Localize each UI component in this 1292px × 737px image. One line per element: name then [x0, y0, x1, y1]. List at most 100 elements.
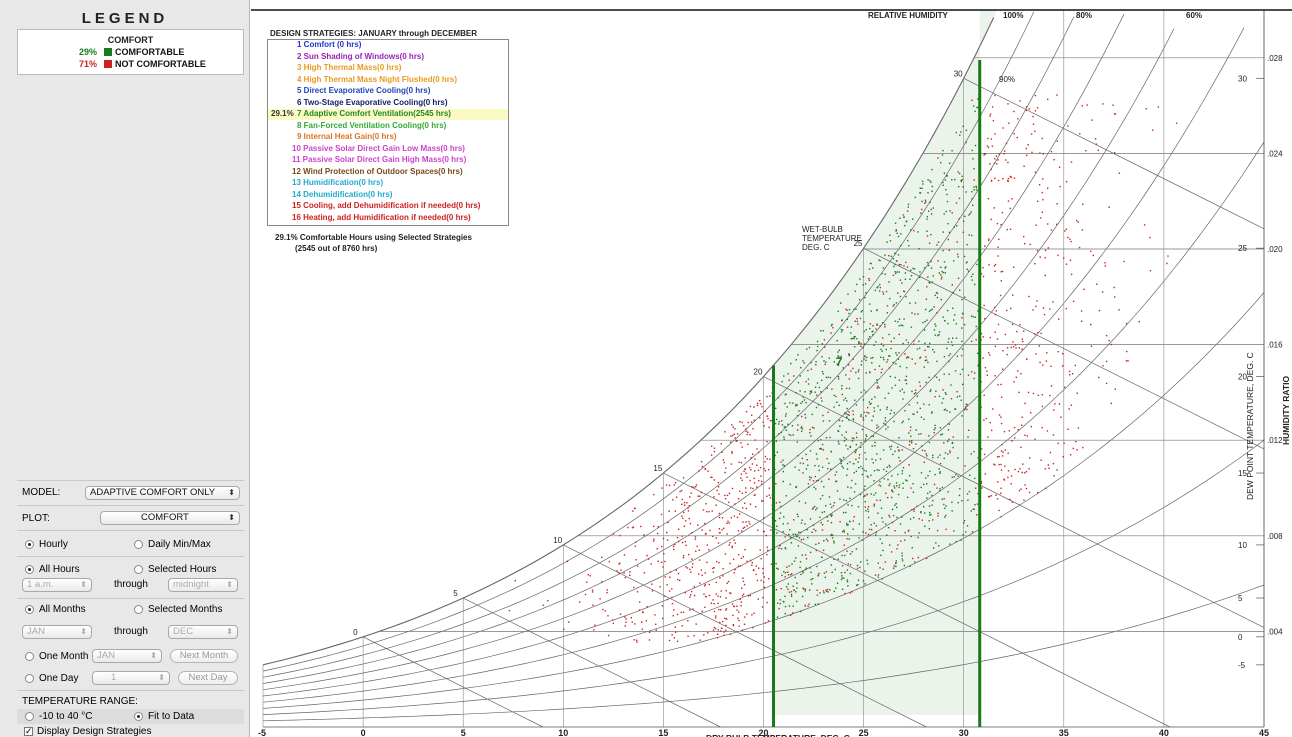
- hour-from-select[interactable]: 1 a.m. ⬍: [22, 578, 92, 592]
- selected-hours-radio[interactable]: [134, 565, 143, 574]
- summary-line: 29.1% Comfortable Hours using Selected S…: [275, 233, 472, 242]
- comfortable-hour-point: [837, 351, 839, 353]
- comfortable-hour-point: [926, 218, 928, 220]
- comfortable-hour-point: [888, 355, 890, 357]
- uncomfortable-hour-point: [975, 339, 977, 341]
- uncomfortable-hour-point: [907, 356, 910, 359]
- strategy-item[interactable]: 6 Two-Stage Evaporative Cooling(0 hrs): [297, 97, 448, 107]
- comfortable-hour-point: [838, 404, 840, 407]
- uncomfortable-hour-point: [616, 570, 618, 572]
- comfortable-hour-point: [975, 325, 977, 328]
- strategy-item[interactable]: 11 Passive Solar Direct Gain High Mass(0…: [292, 155, 467, 164]
- comfortable-hour-point: [836, 340, 838, 342]
- uncomfortable-hour-point: [995, 310, 997, 312]
- comfortable-hour-point: [795, 591, 797, 593]
- comfortable-hour-point: [866, 559, 868, 561]
- plot-select[interactable]: COMFORT ⬍: [100, 511, 240, 525]
- uncomfortable-hour-point: [740, 605, 742, 607]
- uncomfortable-hour-point: [1010, 307, 1012, 310]
- comfortable-hour-point: [884, 417, 886, 419]
- uncomfortable-hour-point: [762, 421, 764, 423]
- hourly-radio[interactable]: [25, 540, 34, 549]
- comfortable-hour-point: [795, 486, 797, 489]
- uncomfortable-hour-point: [720, 443, 722, 445]
- daily-radio[interactable]: [134, 540, 143, 549]
- strategy-item[interactable]: 15 Cooling, add Dehumidification if need…: [292, 201, 481, 210]
- uncomfortable-hour-point: [674, 510, 676, 512]
- uncomfortable-hour-point: [709, 529, 711, 532]
- uncomfortable-hour-point: [897, 544, 899, 546]
- comfortable-hour-point: [784, 547, 786, 549]
- comfortable-hour-point: [953, 530, 955, 532]
- model-select[interactable]: ADAPTIVE COMFORT ONLY ⬍: [85, 486, 240, 500]
- next-day-button[interactable]: Next Day: [178, 671, 238, 685]
- comfortable-hour-point: [854, 290, 856, 292]
- strategy-item[interactable]: 4 High Thermal Mass Night Flushed(0 hrs): [297, 74, 458, 84]
- comfortable-hour-point: [787, 522, 789, 525]
- strategy-item[interactable]: 3 High Thermal Mass(0 hrs): [297, 63, 402, 72]
- next-month-button[interactable]: Next Month: [170, 649, 238, 663]
- uncomfortable-hour-point: [993, 207, 995, 209]
- strategy-item[interactable]: 12 Wind Protection of Outdoor Spaces(0 h…: [292, 166, 463, 176]
- uncomfortable-hour-point: [647, 558, 650, 560]
- month-from-select[interactable]: JAN ⬍: [22, 625, 92, 639]
- month-to-select[interactable]: DEC ⬍: [168, 625, 238, 639]
- fit-to-data-radio[interactable]: [134, 712, 143, 721]
- strategy-item[interactable]: 2 Sun Shading of Windows(0 hrs): [297, 51, 425, 61]
- uncomfortable-hour-point: [699, 582, 701, 584]
- strategy-item[interactable]: 1 Comfort (0 hrs): [297, 40, 362, 49]
- uncomfortable-hour-point: [841, 530, 844, 533]
- uncomfortable-hour-point: [713, 567, 715, 569]
- one-day-radio[interactable]: [25, 674, 34, 683]
- uncomfortable-hour-point: [1091, 119, 1093, 121]
- comfortable-hour-point: [858, 342, 860, 345]
- range-fixed-radio[interactable]: [25, 712, 34, 721]
- uncomfortable-hour-point: [1094, 138, 1097, 140]
- temperature-range-group: [17, 709, 244, 724]
- comfortable-hour-point: [927, 179, 929, 181]
- uncomfortable-hour-point: [732, 624, 734, 626]
- hour-to-select[interactable]: midnight ⬍: [168, 578, 238, 592]
- selected-months-radio[interactable]: [134, 605, 143, 614]
- comfortable-hour-point: [862, 580, 865, 582]
- display-strategies-checkbox[interactable]: ✓: [24, 726, 33, 736]
- uncomfortable-hour-point: [678, 528, 680, 530]
- uncomfortable-hour-point: [745, 491, 747, 493]
- strategy-item[interactable]: 9 Internal Heat Gain(0 hrs): [297, 132, 397, 141]
- uncomfortable-hour-point: [984, 318, 986, 320]
- uncomfortable-hour-point: [933, 432, 935, 434]
- comfortable-hour-point: [909, 278, 911, 280]
- comfortable-hour-point: [924, 525, 926, 527]
- strategy-item[interactable]: 16 Heating, add Humidification if needed…: [292, 212, 471, 222]
- all-hours-radio[interactable]: [25, 565, 34, 574]
- comfortable-hour-point: [931, 308, 933, 311]
- comfortable-hour-point: [893, 420, 895, 423]
- one-month-select[interactable]: JAN ⬍: [92, 649, 162, 663]
- uncomfortable-hour-point: [804, 568, 807, 571]
- uncomfortable-hour-point: [759, 467, 762, 469]
- comfortable-hour-point: [843, 440, 846, 442]
- uncomfortable-hour-point: [703, 634, 705, 636]
- comfortable-hour-point: [943, 373, 945, 375]
- uncomfortable-hour-point: [695, 623, 697, 625]
- uncomfortable-hour-point: [903, 318, 905, 320]
- strategy-item[interactable]: 10 Passive Solar Direct Gain Low Mass(0 …: [292, 143, 465, 153]
- strategy-item[interactable]: 8 Fan-Forced Ventilation Cooling(0 hrs): [297, 120, 447, 130]
- strategy-item[interactable]: 5 Direct Evaporative Cooling(0 hrs): [297, 86, 431, 95]
- strategy-item[interactable]: 14 Dehumidification(0 hrs): [292, 189, 393, 199]
- one-day-select[interactable]: 1 ⬍: [92, 671, 170, 685]
- comfortable-hour-point: [870, 435, 873, 438]
- uncomfortable-hour-point: [689, 522, 692, 525]
- all-months-radio[interactable]: [25, 605, 34, 614]
- uncomfortable-hour-point: [1076, 449, 1078, 451]
- uncomfortable-hour-point: [888, 484, 890, 487]
- comfortable-hour-point: [938, 272, 940, 274]
- strategy-item[interactable]: 7 Adaptive Comfort Ventilation(2545 hrs): [297, 109, 451, 118]
- uncomfortable-hour-point: [703, 585, 706, 587]
- strategy-item[interactable]: 13 Humidification(0 hrs): [292, 178, 384, 187]
- uncomfortable-hour-point: [1022, 463, 1024, 465]
- legend-swatch-red: [104, 60, 112, 68]
- one-month-radio[interactable]: [25, 652, 34, 661]
- uncomfortable-hour-point: [704, 606, 706, 608]
- uncomfortable-hour-point: [764, 461, 766, 463]
